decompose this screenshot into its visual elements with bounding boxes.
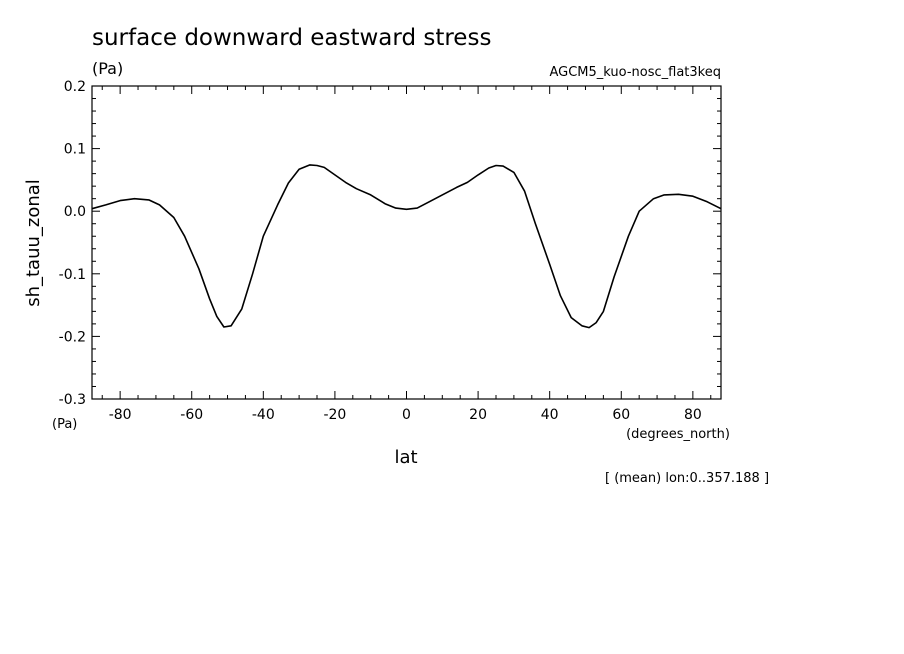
y-tick-label: -0.1 <box>59 267 86 283</box>
x-tick-label: 20 <box>469 407 487 423</box>
y-tick-labels: -0.3 -0.2 -0.1 0.0 0.1 0.2 <box>59 79 86 408</box>
x-axis-label: lat <box>394 447 417 468</box>
y-axis-units: (Pa) <box>52 417 77 432</box>
run-label: AGCM5_kuo-nosc_flat3keq <box>549 65 721 80</box>
axis-ticks <box>92 85 721 400</box>
y-tick-label: 0.2 <box>64 79 86 95</box>
x-tick-labels: -80 -60 -40 -20 0 20 40 60 80 <box>109 407 702 423</box>
series-line <box>91 164 722 329</box>
y-axis-label: sh_tauu_zonal <box>23 179 44 307</box>
title-units: (Pa) <box>92 59 123 78</box>
x-tick-label: -80 <box>109 407 132 423</box>
y-tick-label: 0.1 <box>64 142 86 158</box>
chart-title: surface downward eastward stress <box>92 25 491 51</box>
y-tick-label: -0.3 <box>59 392 86 408</box>
x-tick-label: -40 <box>252 407 275 423</box>
x-axis-units: (degrees_north) <box>626 427 730 442</box>
footnote: [ (mean) lon:0..357.188 ] <box>605 471 769 486</box>
x-tick-label: 40 <box>541 407 559 423</box>
y-tick-label: -0.2 <box>59 329 86 345</box>
x-tick-label: -20 <box>323 407 346 423</box>
x-tick-label: 80 <box>684 407 702 423</box>
y-tick-label: 0.0 <box>64 204 86 220</box>
x-tick-label: 0 <box>402 407 411 423</box>
x-tick-label: 60 <box>612 407 630 423</box>
x-tick-label: -60 <box>180 407 203 423</box>
